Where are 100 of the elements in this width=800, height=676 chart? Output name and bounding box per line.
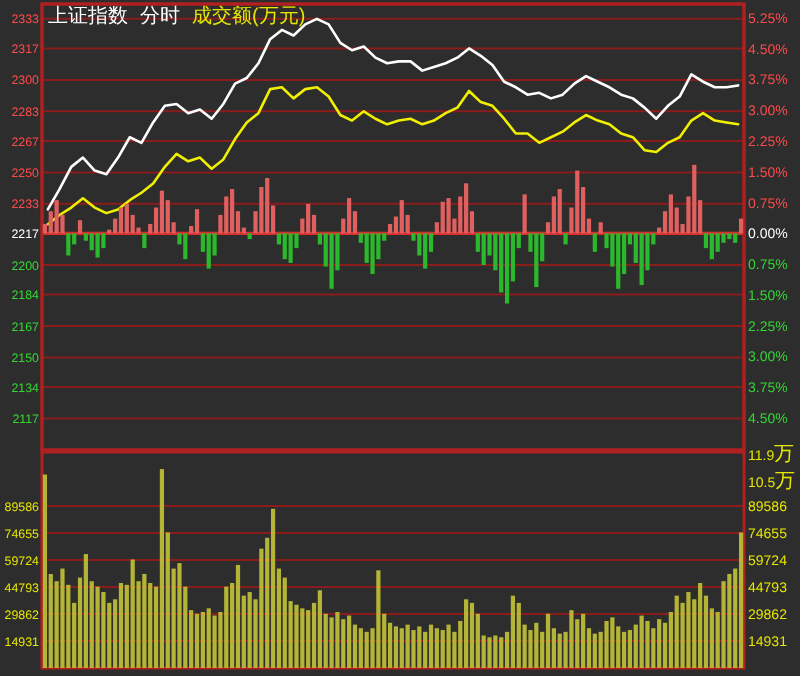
bar xyxy=(364,631,369,668)
bar xyxy=(440,201,445,234)
bar xyxy=(387,223,393,234)
bar xyxy=(557,189,562,234)
bar xyxy=(487,637,492,668)
bar xyxy=(411,630,416,668)
bar xyxy=(130,559,135,668)
bar xyxy=(352,624,358,668)
bar xyxy=(405,624,410,668)
bar xyxy=(709,233,714,260)
bar xyxy=(347,198,352,234)
bar xyxy=(510,595,516,668)
bar xyxy=(569,610,574,668)
bar xyxy=(668,194,673,234)
bar xyxy=(177,563,182,668)
bar xyxy=(206,608,211,668)
bar xyxy=(545,613,551,668)
bar xyxy=(715,233,720,252)
bar xyxy=(347,615,352,668)
bar xyxy=(288,233,293,263)
bar xyxy=(306,610,311,668)
bar xyxy=(329,233,334,289)
bar xyxy=(499,637,504,668)
bar xyxy=(317,590,322,668)
bar xyxy=(423,631,428,668)
bar xyxy=(563,233,568,245)
bar xyxy=(230,189,235,234)
bar xyxy=(83,554,88,668)
bar xyxy=(247,592,252,668)
bar xyxy=(387,622,393,668)
bar xyxy=(142,573,147,668)
bar xyxy=(118,207,124,234)
bar xyxy=(598,222,603,234)
bar xyxy=(224,196,229,234)
bar xyxy=(399,200,404,234)
bar xyxy=(206,233,211,269)
bar xyxy=(358,628,363,668)
bar xyxy=(516,602,521,668)
bar xyxy=(247,233,252,240)
bar xyxy=(551,196,556,234)
bar xyxy=(101,592,106,668)
bar xyxy=(300,608,305,668)
bar xyxy=(159,469,165,668)
bar xyxy=(446,624,451,668)
bar xyxy=(66,233,71,256)
bar xyxy=(200,611,205,668)
bar xyxy=(592,633,597,668)
chart-title: 上证指数 xyxy=(48,4,128,28)
bar xyxy=(417,626,422,668)
bar xyxy=(592,233,597,252)
bar xyxy=(376,570,381,668)
bar xyxy=(504,233,510,304)
bar xyxy=(464,183,469,234)
bar xyxy=(645,620,650,668)
bar xyxy=(329,617,334,668)
bar xyxy=(440,630,445,668)
bar xyxy=(294,604,299,668)
bar xyxy=(194,613,200,668)
bar xyxy=(604,620,609,668)
bar xyxy=(469,602,475,668)
bar xyxy=(89,233,94,251)
bar xyxy=(399,628,404,668)
bar xyxy=(370,233,375,274)
bar xyxy=(627,630,633,668)
bar xyxy=(423,233,428,269)
bar xyxy=(616,233,621,289)
bar xyxy=(446,198,451,234)
bar xyxy=(434,628,439,668)
bar xyxy=(159,190,165,234)
bar xyxy=(464,599,469,668)
bar xyxy=(224,586,229,668)
bar xyxy=(610,617,615,668)
bar xyxy=(212,615,217,668)
bar xyxy=(738,218,744,234)
bar xyxy=(493,635,498,668)
annotation: 成交额(万元) xyxy=(192,4,306,28)
bar xyxy=(674,595,679,668)
bar xyxy=(335,611,340,668)
bar xyxy=(657,619,662,668)
bar xyxy=(428,624,434,668)
bar xyxy=(686,592,691,668)
bar xyxy=(639,615,644,668)
bar xyxy=(142,233,147,249)
bar xyxy=(42,474,48,668)
chart-subtitle: 分时 xyxy=(140,4,180,28)
bar xyxy=(727,573,732,668)
bar xyxy=(528,630,533,668)
bar xyxy=(522,194,527,234)
bar xyxy=(77,220,83,234)
bar xyxy=(575,170,580,234)
bar xyxy=(235,564,241,668)
bar xyxy=(721,581,726,668)
bar xyxy=(621,631,627,668)
bar xyxy=(534,622,539,668)
bar xyxy=(639,233,644,286)
bar xyxy=(341,619,346,668)
bar xyxy=(118,583,124,668)
bar xyxy=(633,624,638,668)
bar xyxy=(95,233,100,258)
bar xyxy=(733,233,738,243)
